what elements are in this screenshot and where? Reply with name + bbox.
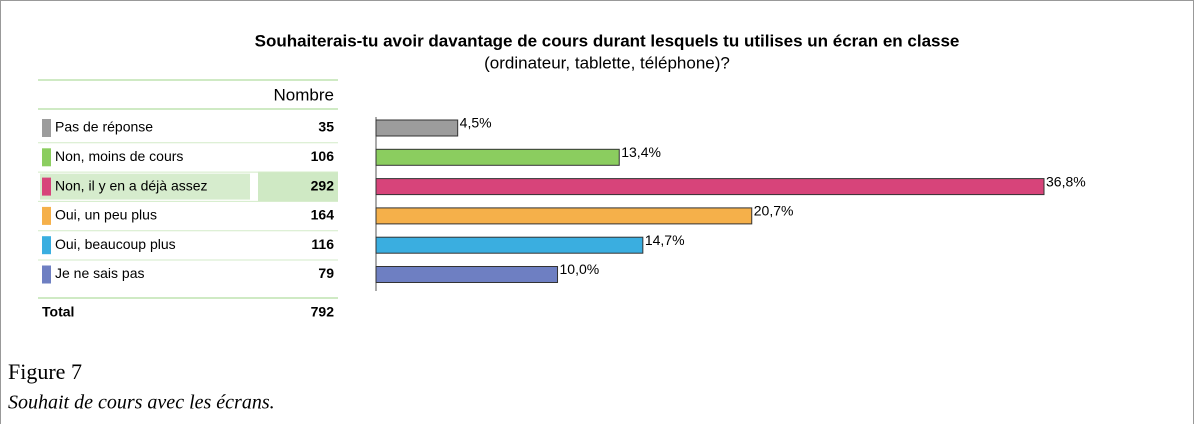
data-label: 36,8% [1046, 173, 1086, 189]
bar [375, 119, 459, 137]
legend-swatch [42, 177, 51, 196]
row-highlight [258, 171, 338, 202]
chart-title: Souhaiterais-tu avoir davantage de cours… [255, 31, 960, 50]
chart-subtitle: (ordinateur, tablette, téléphone)? [484, 53, 730, 72]
legend-swatch [42, 148, 51, 167]
figure-caption: Souhait de cours avec les écrans. [8, 392, 275, 414]
legend-swatch [42, 265, 51, 284]
legend-swatch [42, 236, 51, 255]
bar [375, 207, 753, 225]
data-label: 4,5% [460, 115, 492, 131]
column-header: Nombre [274, 85, 334, 104]
row-label: Je ne sais pas [55, 265, 145, 281]
row-count: 292 [311, 177, 335, 193]
data-label: 13,4% [621, 144, 661, 160]
total-label: Total [42, 304, 74, 320]
figure-label: Figure 7 [8, 359, 82, 384]
row-label: Oui, beaucoup plus [55, 236, 176, 252]
data-label: 14,7% [645, 232, 685, 248]
row-count: 35 [318, 119, 334, 135]
row-count: 106 [311, 148, 335, 164]
legend-swatch [42, 119, 51, 137]
data-label: 10,0% [560, 261, 600, 277]
bar [375, 178, 1045, 196]
row-label: Oui, un peu plus [55, 207, 157, 223]
row-count: 164 [311, 207, 335, 223]
row-highlight [40, 173, 250, 200]
data-label: 20,7% [754, 203, 794, 219]
row-label: Non, il y en a déjà assez [55, 177, 208, 193]
row-label: Pas de réponse [55, 119, 153, 135]
bar [375, 266, 559, 283]
total-value: 792 [311, 304, 335, 320]
legend-swatch [42, 206, 51, 225]
bar [375, 236, 644, 254]
row-count: 116 [311, 236, 334, 252]
bar [375, 148, 620, 166]
row-count: 79 [318, 265, 334, 281]
row-label: Non, moins de cours [55, 148, 183, 164]
